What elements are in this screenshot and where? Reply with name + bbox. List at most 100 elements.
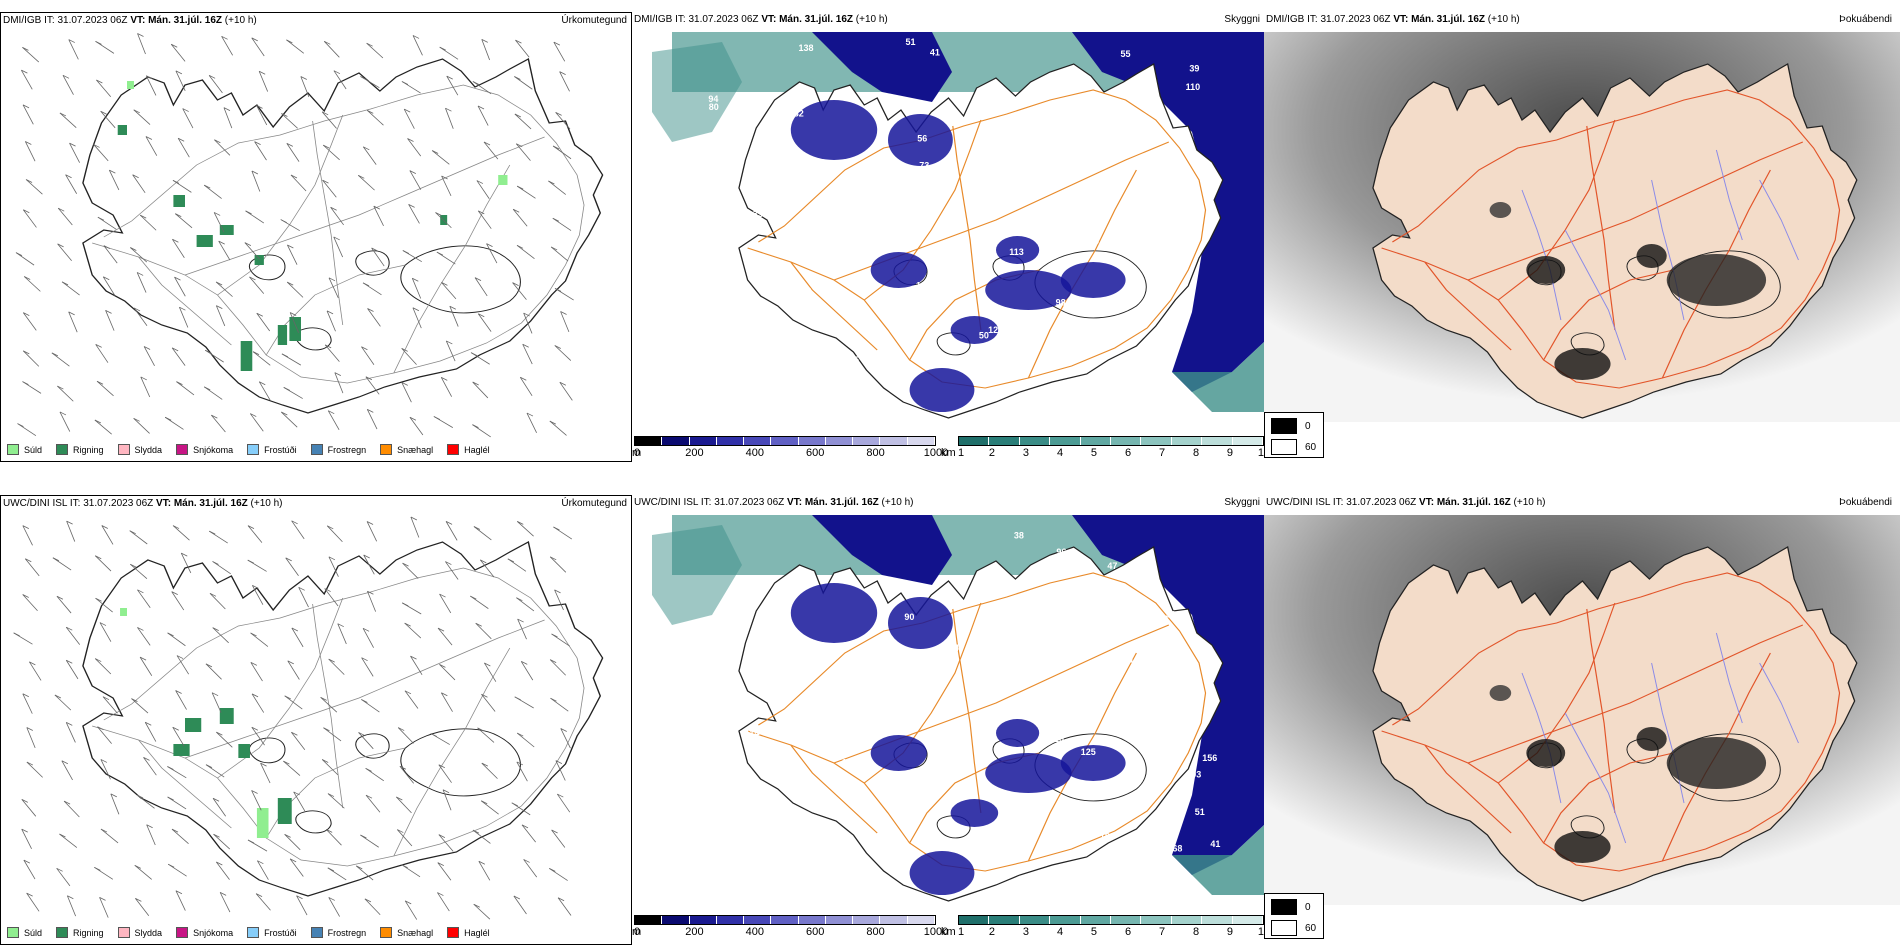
wind-barb [514, 113, 532, 130]
road-line [1381, 89, 1841, 389]
wind-barb [139, 656, 153, 676]
wind-barb-flag [441, 376, 448, 381]
wind-barb [26, 892, 40, 912]
fog-index-cell [1526, 739, 1566, 767]
visibility-label: 152 [842, 758, 857, 768]
legend-swatch [176, 927, 189, 938]
scale-bar [634, 436, 936, 446]
road-line [1424, 261, 1512, 351]
wind-barb-flag [291, 731, 298, 736]
scale-segment [1080, 437, 1112, 445]
fog-index-cell [1636, 727, 1667, 751]
wind-barb [291, 627, 304, 648]
iceland-map-fog-bottom [1264, 515, 1900, 905]
wind-barb [94, 867, 114, 880]
field-name: Skyggni [1224, 14, 1260, 25]
scale-tick-label: 3 [1022, 926, 1030, 938]
scale-segment [825, 916, 854, 924]
legend-swatch [56, 927, 69, 938]
wind-barb [484, 662, 497, 682]
wind-barb-flag [171, 828, 179, 833]
legend-label: Frostregn [327, 927, 367, 938]
wind-barb [480, 800, 499, 815]
wind-barb [95, 597, 113, 613]
wind-barb-flag [204, 184, 211, 189]
visibility-label: 53 [771, 731, 781, 741]
visibility-label: 48 [1001, 184, 1011, 194]
wind-barb [412, 35, 423, 56]
wind-barb [521, 824, 536, 843]
wind-barb-flag [358, 732, 365, 736]
wind-barb [326, 525, 343, 543]
wind-barb-flag [552, 145, 560, 150]
wind-barb-flag [514, 76, 521, 80]
road-line [312, 120, 344, 326]
wind-barb-flag [280, 219, 287, 223]
scale-segment [1111, 437, 1142, 445]
wind-barb-flag [407, 138, 414, 142]
precip-cell [289, 317, 301, 341]
wind-barb [366, 42, 384, 59]
wind-barb-flag [17, 423, 24, 427]
wind-barb-flag [281, 411, 288, 416]
wind-barb-flag [172, 238, 179, 243]
wind-barb-flag [247, 559, 254, 564]
visibility-label: 21 [981, 230, 991, 240]
wind-barb [289, 312, 299, 333]
wind-barb [516, 761, 528, 782]
wind-barb-flag [211, 414, 218, 419]
wind-barb [212, 561, 231, 575]
wind-barb-flag [481, 762, 489, 767]
wind-barb-flag [521, 824, 529, 829]
wind-barb-flag [330, 206, 337, 211]
wind-barb-flag [550, 697, 557, 702]
fog-legend-label: 60 [1305, 441, 1317, 453]
fog-legend-item: 60 [1271, 920, 1323, 936]
wind-barb [365, 768, 385, 782]
wind-barb [215, 281, 233, 297]
wind-barb [211, 692, 222, 713]
wind-barb-flag [287, 244, 294, 249]
scale-segment [959, 916, 990, 924]
fog-cell [909, 851, 975, 895]
wind-barb [172, 727, 185, 747]
wind-barb [172, 525, 190, 541]
fog-legend-item: 0 [1271, 418, 1323, 434]
visibility-label: 114 [1049, 813, 1064, 823]
wind-barb-flag [445, 521, 453, 525]
wind-barb-flag [553, 526, 560, 531]
visibility-label: 32 [931, 182, 941, 192]
road-line [393, 164, 511, 374]
wind-barb [251, 37, 265, 57]
scale-segment [1171, 437, 1203, 445]
wind-barb-flag [132, 174, 139, 179]
wind-barb-flag [164, 416, 172, 421]
wind-barb-flag [57, 385, 64, 390]
fog-legend-label: 0 [1305, 901, 1311, 913]
wind-barb-flag [23, 350, 30, 355]
scale-segment [716, 916, 745, 924]
wind-barb-flag [95, 40, 102, 45]
legend-label: Súld [24, 927, 43, 938]
scale-segment [1232, 437, 1264, 445]
wind-barb [366, 409, 378, 430]
visibility-label: 85 [1072, 602, 1082, 612]
wind-barb-flag [137, 589, 144, 594]
wind-barb [445, 108, 454, 129]
wind-barb-flag [258, 70, 266, 75]
wind-barb-flag [404, 622, 411, 627]
wind-barb-flag [328, 410, 335, 415]
wind-barb-flag [251, 726, 259, 731]
map-layer [1372, 63, 1858, 419]
wind-barb-flag [177, 137, 185, 142]
wind-barb [171, 591, 185, 611]
wind-barb [65, 660, 79, 680]
fog-index-cell [1489, 202, 1512, 218]
scale-segment [853, 916, 881, 924]
wind-barb-flag [431, 150, 439, 154]
wind-barb-flag [287, 281, 294, 286]
wind-barb [327, 867, 347, 881]
scale-tick-label: 7 [1158, 926, 1166, 938]
visibility-label: 47 [1107, 561, 1117, 571]
visibility-label: 168 [1167, 843, 1182, 853]
